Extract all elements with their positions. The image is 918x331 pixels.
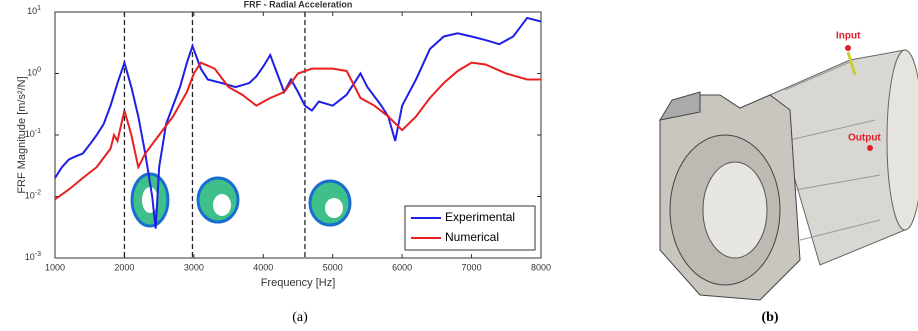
x-tick-label: 6000	[392, 262, 412, 272]
mode-hole	[142, 187, 158, 213]
legend-label: Experimental	[445, 210, 515, 224]
chart-title: FRF - Radial Acceleration	[244, 0, 353, 9]
tick-base: 10	[27, 6, 37, 16]
series-line	[55, 63, 541, 200]
y-tick-label: 10-3	[25, 251, 41, 263]
x-tick-label: 1000	[45, 262, 65, 272]
x-tick-label: 8000	[531, 262, 551, 272]
bore	[703, 162, 767, 258]
tick-base: 10	[27, 68, 37, 78]
mode-shapes	[132, 174, 350, 226]
x-tick-label: 5000	[323, 262, 343, 272]
x-tick-label: 3000	[184, 262, 204, 272]
mode-hole	[325, 198, 343, 218]
x-tick-label: 7000	[462, 262, 482, 272]
tick-base: 10	[25, 129, 35, 139]
tick-base: 10	[25, 191, 35, 201]
mode-hole	[213, 194, 231, 216]
panel-label: (a)	[292, 310, 308, 325]
output-label: Output	[848, 133, 881, 144]
tick-exponent: -3	[35, 251, 41, 258]
tick-exponent: -1	[35, 128, 41, 135]
tick-exponent: 0	[37, 66, 41, 73]
x-tick-label: 4000	[253, 262, 273, 272]
y-tick-label: 10-2	[25, 189, 41, 201]
output-point	[867, 145, 873, 151]
y-tick-label: 10-1	[25, 128, 41, 140]
x-tick-label: 2000	[114, 262, 134, 272]
model-image: Input Output	[660, 31, 918, 300]
legend-label: Numerical	[445, 230, 499, 244]
y-tick-label: 101	[27, 5, 41, 17]
figure: Input Output (a) (b) FRF - Radial Accele…	[0, 0, 918, 331]
input-point	[845, 45, 851, 51]
input-label: Input	[836, 31, 861, 42]
tick-exponent: 1	[37, 5, 41, 12]
tick-exponent: -2	[35, 189, 41, 196]
x-axis-label: Frequency [Hz]	[261, 277, 336, 289]
panel-label: (b)	[761, 310, 778, 325]
motor-end	[887, 50, 918, 230]
tick-base: 10	[25, 252, 35, 262]
y-tick-label: 100	[27, 66, 41, 78]
